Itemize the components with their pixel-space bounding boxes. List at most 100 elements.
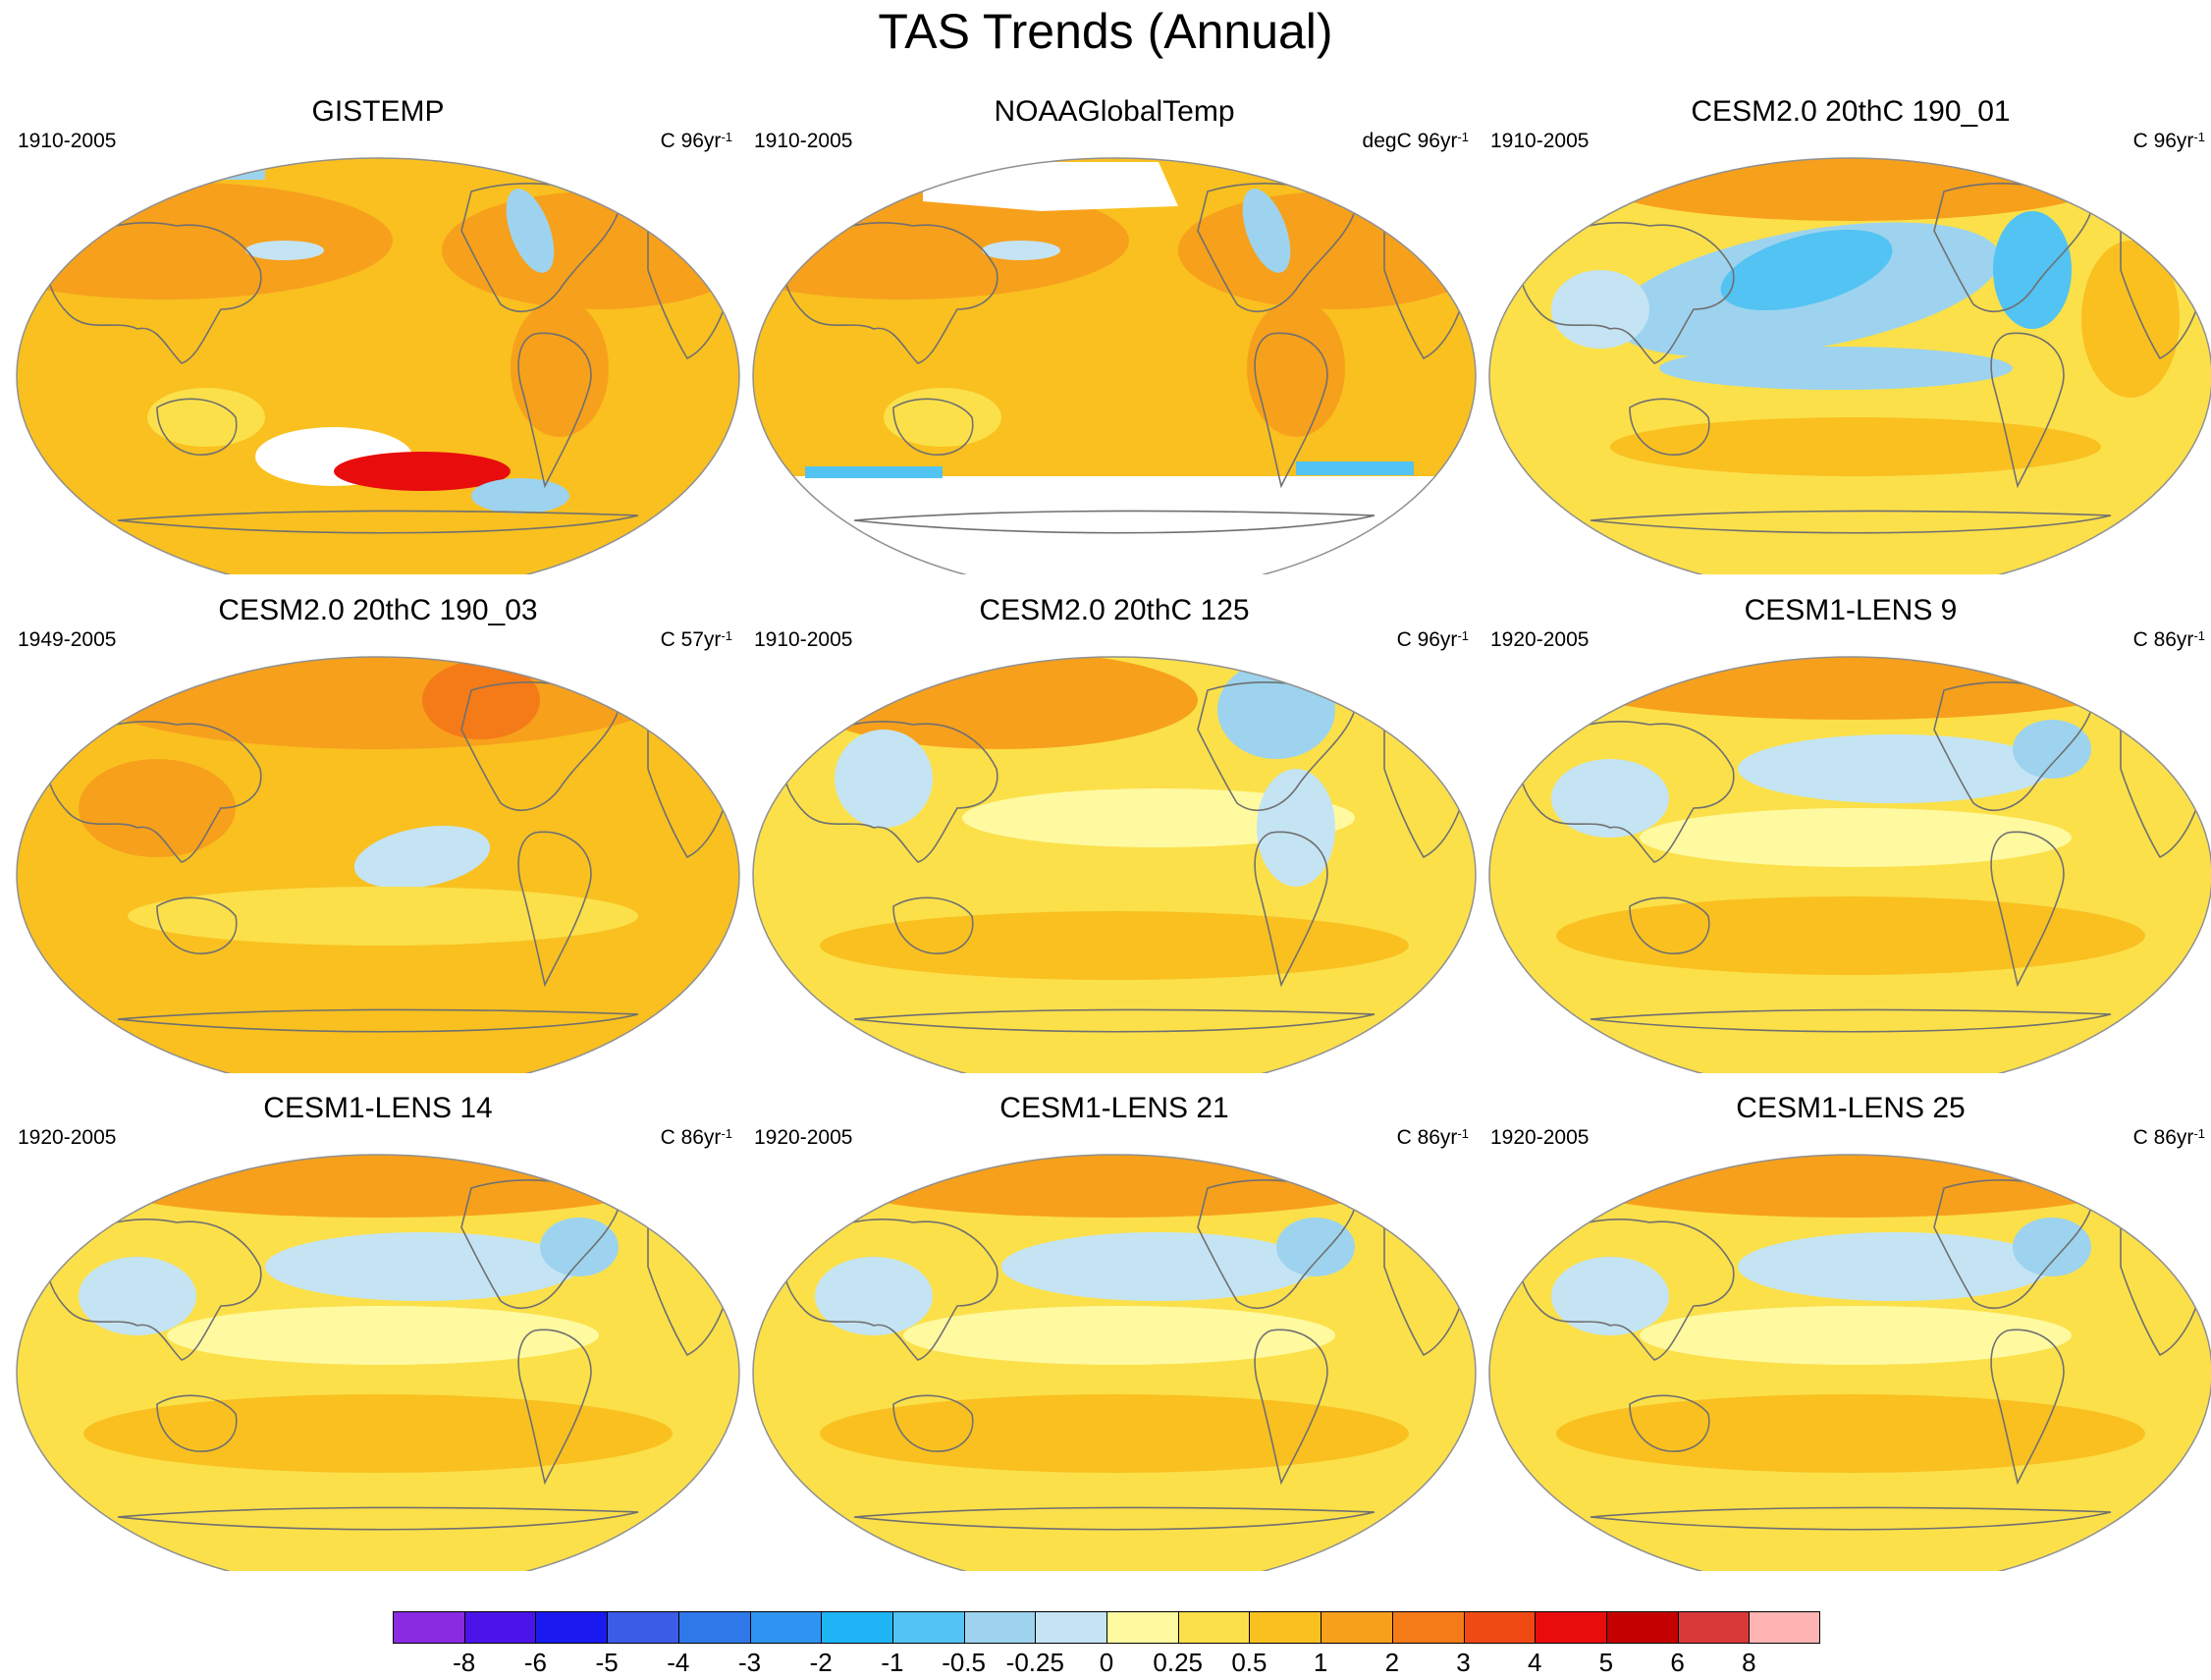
colorbar-swatch bbox=[1321, 1611, 1393, 1644]
units-exponent: -1 bbox=[721, 628, 732, 643]
panel-title: CESM2.0 20thC 190_03 bbox=[218, 594, 538, 626]
colorbar-tick-label: -0.5 bbox=[942, 1648, 986, 1677]
panel-title: CESM2.0 20thC 190_01 bbox=[1691, 95, 2011, 128]
units-label: C 86yr-1 bbox=[661, 1121, 732, 1151]
colorbar-tick-label: -8 bbox=[453, 1648, 476, 1677]
panel-title: CESM1-LENS 14 bbox=[263, 1092, 493, 1124]
colorbar-swatch bbox=[393, 1611, 465, 1644]
map-frame bbox=[746, 622, 1483, 1094]
units-prefix: C 57yr bbox=[660, 628, 722, 651]
colorbar-swatch bbox=[1677, 1611, 1750, 1644]
figure-title: TAS Trends (Annual) bbox=[878, 4, 1333, 59]
panel-title: CESM1-LENS 9 bbox=[1744, 594, 1958, 626]
map-frame bbox=[10, 622, 746, 1094]
units-prefix: C 86yr bbox=[2132, 628, 2194, 651]
units-exponent: -1 bbox=[721, 1126, 732, 1141]
panel-title: GISTEMP bbox=[311, 95, 445, 128]
units-label: degC 96yr-1 bbox=[1363, 125, 1469, 154]
colorbar-swatch bbox=[1249, 1611, 1321, 1644]
colorbar-swatch bbox=[1035, 1611, 1107, 1644]
map-8 bbox=[752, 1154, 1477, 1592]
colorbar-swatch bbox=[1106, 1611, 1179, 1644]
colorbar-tick-label: -3 bbox=[737, 1648, 762, 1677]
units-exponent: -1 bbox=[1457, 628, 1469, 643]
period-label: 1920-2005 bbox=[1490, 1126, 1590, 1149]
map-frame bbox=[1483, 622, 2211, 1094]
map-panel: CESM2.0 20thC 190_01 1910-2005 C 96yr-1 bbox=[1483, 93, 2211, 595]
map-frame bbox=[1483, 1119, 2211, 1592]
colorbar-bar bbox=[393, 1611, 1821, 1644]
units-label: C 86yr-1 bbox=[2133, 1121, 2205, 1151]
colorbar-tick-label: -5 bbox=[595, 1648, 619, 1677]
colorbar-swatch bbox=[677, 1611, 750, 1644]
map-frame bbox=[746, 123, 1483, 595]
units-prefix: C 96yr bbox=[2132, 130, 2194, 152]
period-label: 1910-2005 bbox=[754, 628, 853, 651]
map-2 bbox=[752, 157, 1477, 595]
units-exponent: -1 bbox=[2193, 628, 2205, 643]
colorbar-swatch bbox=[749, 1611, 822, 1644]
colorbar-tick-label: 8 bbox=[1742, 1648, 1756, 1677]
colorbar-tick-label: -0.25 bbox=[1005, 1648, 1064, 1677]
units-prefix: C 86yr bbox=[2132, 1126, 2194, 1149]
period-label: 1910-2005 bbox=[18, 130, 117, 152]
units-prefix: degC 96yr bbox=[1362, 130, 1458, 152]
panel-title: NOAAGlobalTemp bbox=[994, 95, 1235, 128]
colorbar-swatch bbox=[891, 1611, 965, 1644]
map-6 bbox=[1488, 656, 2211, 1094]
map-panel: CESM2.0 20thC 190_03 1949-2005 C 57yr-1 bbox=[10, 592, 746, 1094]
units-label: C 96yr-1 bbox=[1397, 623, 1469, 653]
panel-title: CESM1-LENS 21 bbox=[999, 1092, 1229, 1124]
colorbar-tick-label: -2 bbox=[809, 1648, 833, 1677]
colorbar-tick-label: 1 bbox=[1313, 1648, 1328, 1677]
map-panel: NOAAGlobalTemp 1910-2005 degC 96yr-1 bbox=[746, 93, 1483, 595]
units-prefix: C 96yr bbox=[660, 130, 722, 152]
units-exponent: -1 bbox=[2193, 1126, 2205, 1141]
colorbar-tick-label: -6 bbox=[523, 1648, 547, 1677]
map-panel: CESM1-LENS 25 1920-2005 C 86yr-1 bbox=[1483, 1090, 2211, 1592]
map-9 bbox=[1488, 1154, 2211, 1592]
period-label: 1949-2005 bbox=[18, 628, 117, 651]
units-exponent: -1 bbox=[1457, 1126, 1469, 1141]
colorbar-swatch bbox=[1177, 1611, 1250, 1644]
period-label: 1910-2005 bbox=[1490, 130, 1590, 152]
colorbar-tick-label: 2 bbox=[1384, 1648, 1400, 1677]
units-exponent: -1 bbox=[2193, 130, 2205, 144]
panel-title: CESM1-LENS 25 bbox=[1736, 1092, 1966, 1124]
colorbar-swatch bbox=[963, 1611, 1036, 1644]
map-7 bbox=[16, 1154, 740, 1592]
units-prefix: C 86yr bbox=[660, 1126, 722, 1149]
map-panel: GISTEMP 1910-2005 C 96yr-1 bbox=[10, 93, 746, 595]
colorbar-swatch bbox=[1535, 1611, 1607, 1644]
map-5 bbox=[752, 656, 1477, 1094]
units-exponent: -1 bbox=[721, 130, 732, 144]
map-frame bbox=[10, 123, 746, 595]
colorbar-swatch bbox=[1463, 1611, 1536, 1644]
colorbar-tick-label: 3 bbox=[1456, 1648, 1471, 1677]
colorbar-swatch bbox=[463, 1611, 536, 1644]
units-prefix: C 86yr bbox=[1396, 1126, 1458, 1149]
period-label: 1920-2005 bbox=[1490, 628, 1590, 651]
map-frame bbox=[746, 1119, 1483, 1592]
map-frame bbox=[10, 1119, 746, 1592]
map-panel: CESM1-LENS 14 1920-2005 C 86yr-1 bbox=[10, 1090, 746, 1592]
colorbar-swatch bbox=[535, 1611, 608, 1644]
colorbar-swatch bbox=[1749, 1611, 1821, 1644]
period-label: 1920-2005 bbox=[754, 1126, 853, 1149]
colorbar-tick-label: 6 bbox=[1670, 1648, 1685, 1677]
map-panel: CESM2.0 20thC 125 1910-2005 C 96yr-1 bbox=[746, 592, 1483, 1094]
map-4 bbox=[16, 656, 740, 1094]
colorbar-tick-label: 5 bbox=[1598, 1648, 1614, 1677]
map-panel: CESM1-LENS 21 1920-2005 C 86yr-1 bbox=[746, 1090, 1483, 1592]
colorbar-swatch bbox=[1605, 1611, 1679, 1644]
units-label: C 96yr-1 bbox=[661, 125, 732, 154]
panel-title: CESM2.0 20thC 125 bbox=[979, 594, 1250, 626]
units-label: C 57yr-1 bbox=[661, 623, 732, 653]
colorbar-tick-label: 0.25 bbox=[1153, 1648, 1203, 1677]
units-label: C 86yr-1 bbox=[1397, 1121, 1469, 1151]
units-label: C 96yr-1 bbox=[2133, 125, 2205, 154]
map-frame bbox=[1483, 123, 2211, 595]
colorbar-swatch bbox=[607, 1611, 679, 1644]
colorbar-swatch bbox=[1391, 1611, 1464, 1644]
map-3 bbox=[1488, 157, 2211, 595]
